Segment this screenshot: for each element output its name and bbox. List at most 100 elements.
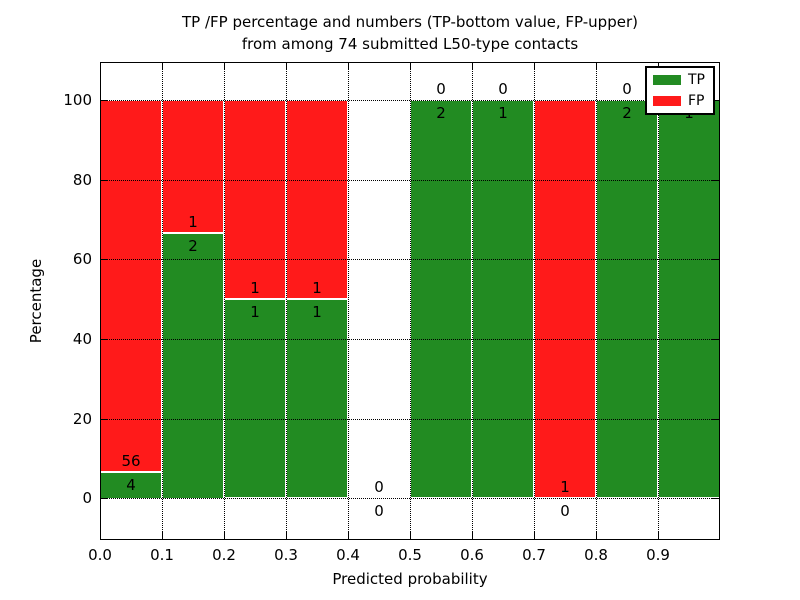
x-tick-mark [162,63,163,70]
x-tick-label: 0.6 [460,546,484,564]
y-gridline [100,498,720,499]
bar-count-label-tp: 1 [250,303,260,321]
bar-count-label-tp: 0 [374,502,384,520]
y-tick-mark [712,259,719,260]
y-tick-label: 20 [72,410,92,428]
legend-fp-label: FP [688,93,705,109]
bar-fp [534,100,596,498]
bar-count-label-fp: 1 [250,279,260,297]
bar-tp [410,100,472,498]
bar-count-label-fp: 0 [374,478,384,496]
x-tick-mark [534,532,535,539]
x-axis-title: Predicted probability [332,570,488,588]
x-tick-mark [224,63,225,70]
x-gridline [224,62,225,540]
bar-tp [596,100,658,498]
chart-title-line2: from among 74 submitted L50-type contact… [241,35,579,53]
bar-count-label-tp: 2 [436,104,446,122]
legend-fp-swatch-icon [653,96,681,106]
x-tick-mark [596,532,597,539]
x-gridline [348,62,349,540]
y-gridline [100,259,720,260]
x-tick-mark [348,63,349,70]
bar-fp [162,100,224,233]
x-tick-mark [596,63,597,70]
x-tick-mark [100,63,101,70]
bar-count-label-tp: 2 [622,104,632,122]
legend: TP FP [645,66,715,115]
y-gridline [100,100,720,101]
bar-count-label-fp: 1 [188,213,198,231]
y-tick-label: 60 [72,250,92,268]
x-gridline [596,62,597,540]
x-tick-mark [658,532,659,539]
bar-fp [224,100,286,299]
y-tick-mark [101,339,108,340]
bar-count-label-fp: 0 [622,80,632,98]
x-tick-label: 0.9 [646,546,670,564]
x-tick-label: 0.2 [212,546,236,564]
x-tick-mark [100,532,101,539]
y-tick-mark [712,419,719,420]
bar-count-label-tp: 1 [312,303,322,321]
legend-entry-fp: FP [653,92,707,110]
x-gridline [410,62,411,540]
legend-tp-swatch-icon [653,75,681,85]
x-tick-mark [410,532,411,539]
bar-count-label-fp: 0 [498,80,508,98]
bar-count-label-tp: 4 [126,476,136,494]
bar-tp [658,100,720,498]
x-tick-mark [472,63,473,70]
y-tick-mark [712,498,719,499]
bar-fp [100,100,162,472]
y-tick-label: 80 [72,171,92,189]
x-tick-mark [162,532,163,539]
y-tick-mark [712,180,719,181]
x-tick-label: 0.4 [336,546,360,564]
x-gridline [162,62,163,540]
bar-tp [472,100,534,498]
x-tick-mark [534,63,535,70]
y-tick-mark [101,180,108,181]
y-tick-mark [101,498,108,499]
y-tick-label: 100 [63,91,92,109]
bar-tp [286,299,348,498]
x-tick-mark [472,532,473,539]
bar-count-label-fp: 1 [312,279,322,297]
chart-title-line1: TP /FP percentage and numbers (TP-bottom… [182,13,638,31]
x-tick-mark [224,532,225,539]
bar-count-label-tp: 2 [188,237,198,255]
bar-tp [100,472,162,499]
x-tick-mark [410,63,411,70]
legend-tp-label: TP [688,72,705,88]
bar-count-label-fp: 1 [560,478,570,496]
x-tick-mark [348,532,349,539]
y-tick-label: 0 [82,489,92,507]
x-tick-label: 0.1 [150,546,174,564]
y-tick-mark [712,100,719,101]
x-tick-label: 0.7 [522,546,546,564]
bar-count-label-tp: 1 [498,104,508,122]
x-tick-label: 0.0 [88,546,112,564]
bar-count-label-tp: 0 [560,502,570,520]
y-gridline [100,419,720,420]
x-tick-label: 0.5 [398,546,422,564]
x-tick-label: 0.3 [274,546,298,564]
x-gridline [286,62,287,540]
x-gridline [472,62,473,540]
x-tick-mark [286,63,287,70]
bar-count-label-fp: 56 [121,452,141,470]
bar-fp [286,100,348,299]
y-gridline [100,339,720,340]
y-tick-mark [712,339,719,340]
bar-count-label-fp: 0 [436,80,446,98]
x-gridline [658,62,659,540]
x-tick-mark [286,532,287,539]
y-tick-mark [101,259,108,260]
x-tick-label: 0.8 [584,546,608,564]
legend-entry-tp: TP [653,71,707,89]
y-tick-mark [101,100,108,101]
y-tick-label: 40 [72,330,92,348]
y-tick-mark [101,419,108,420]
